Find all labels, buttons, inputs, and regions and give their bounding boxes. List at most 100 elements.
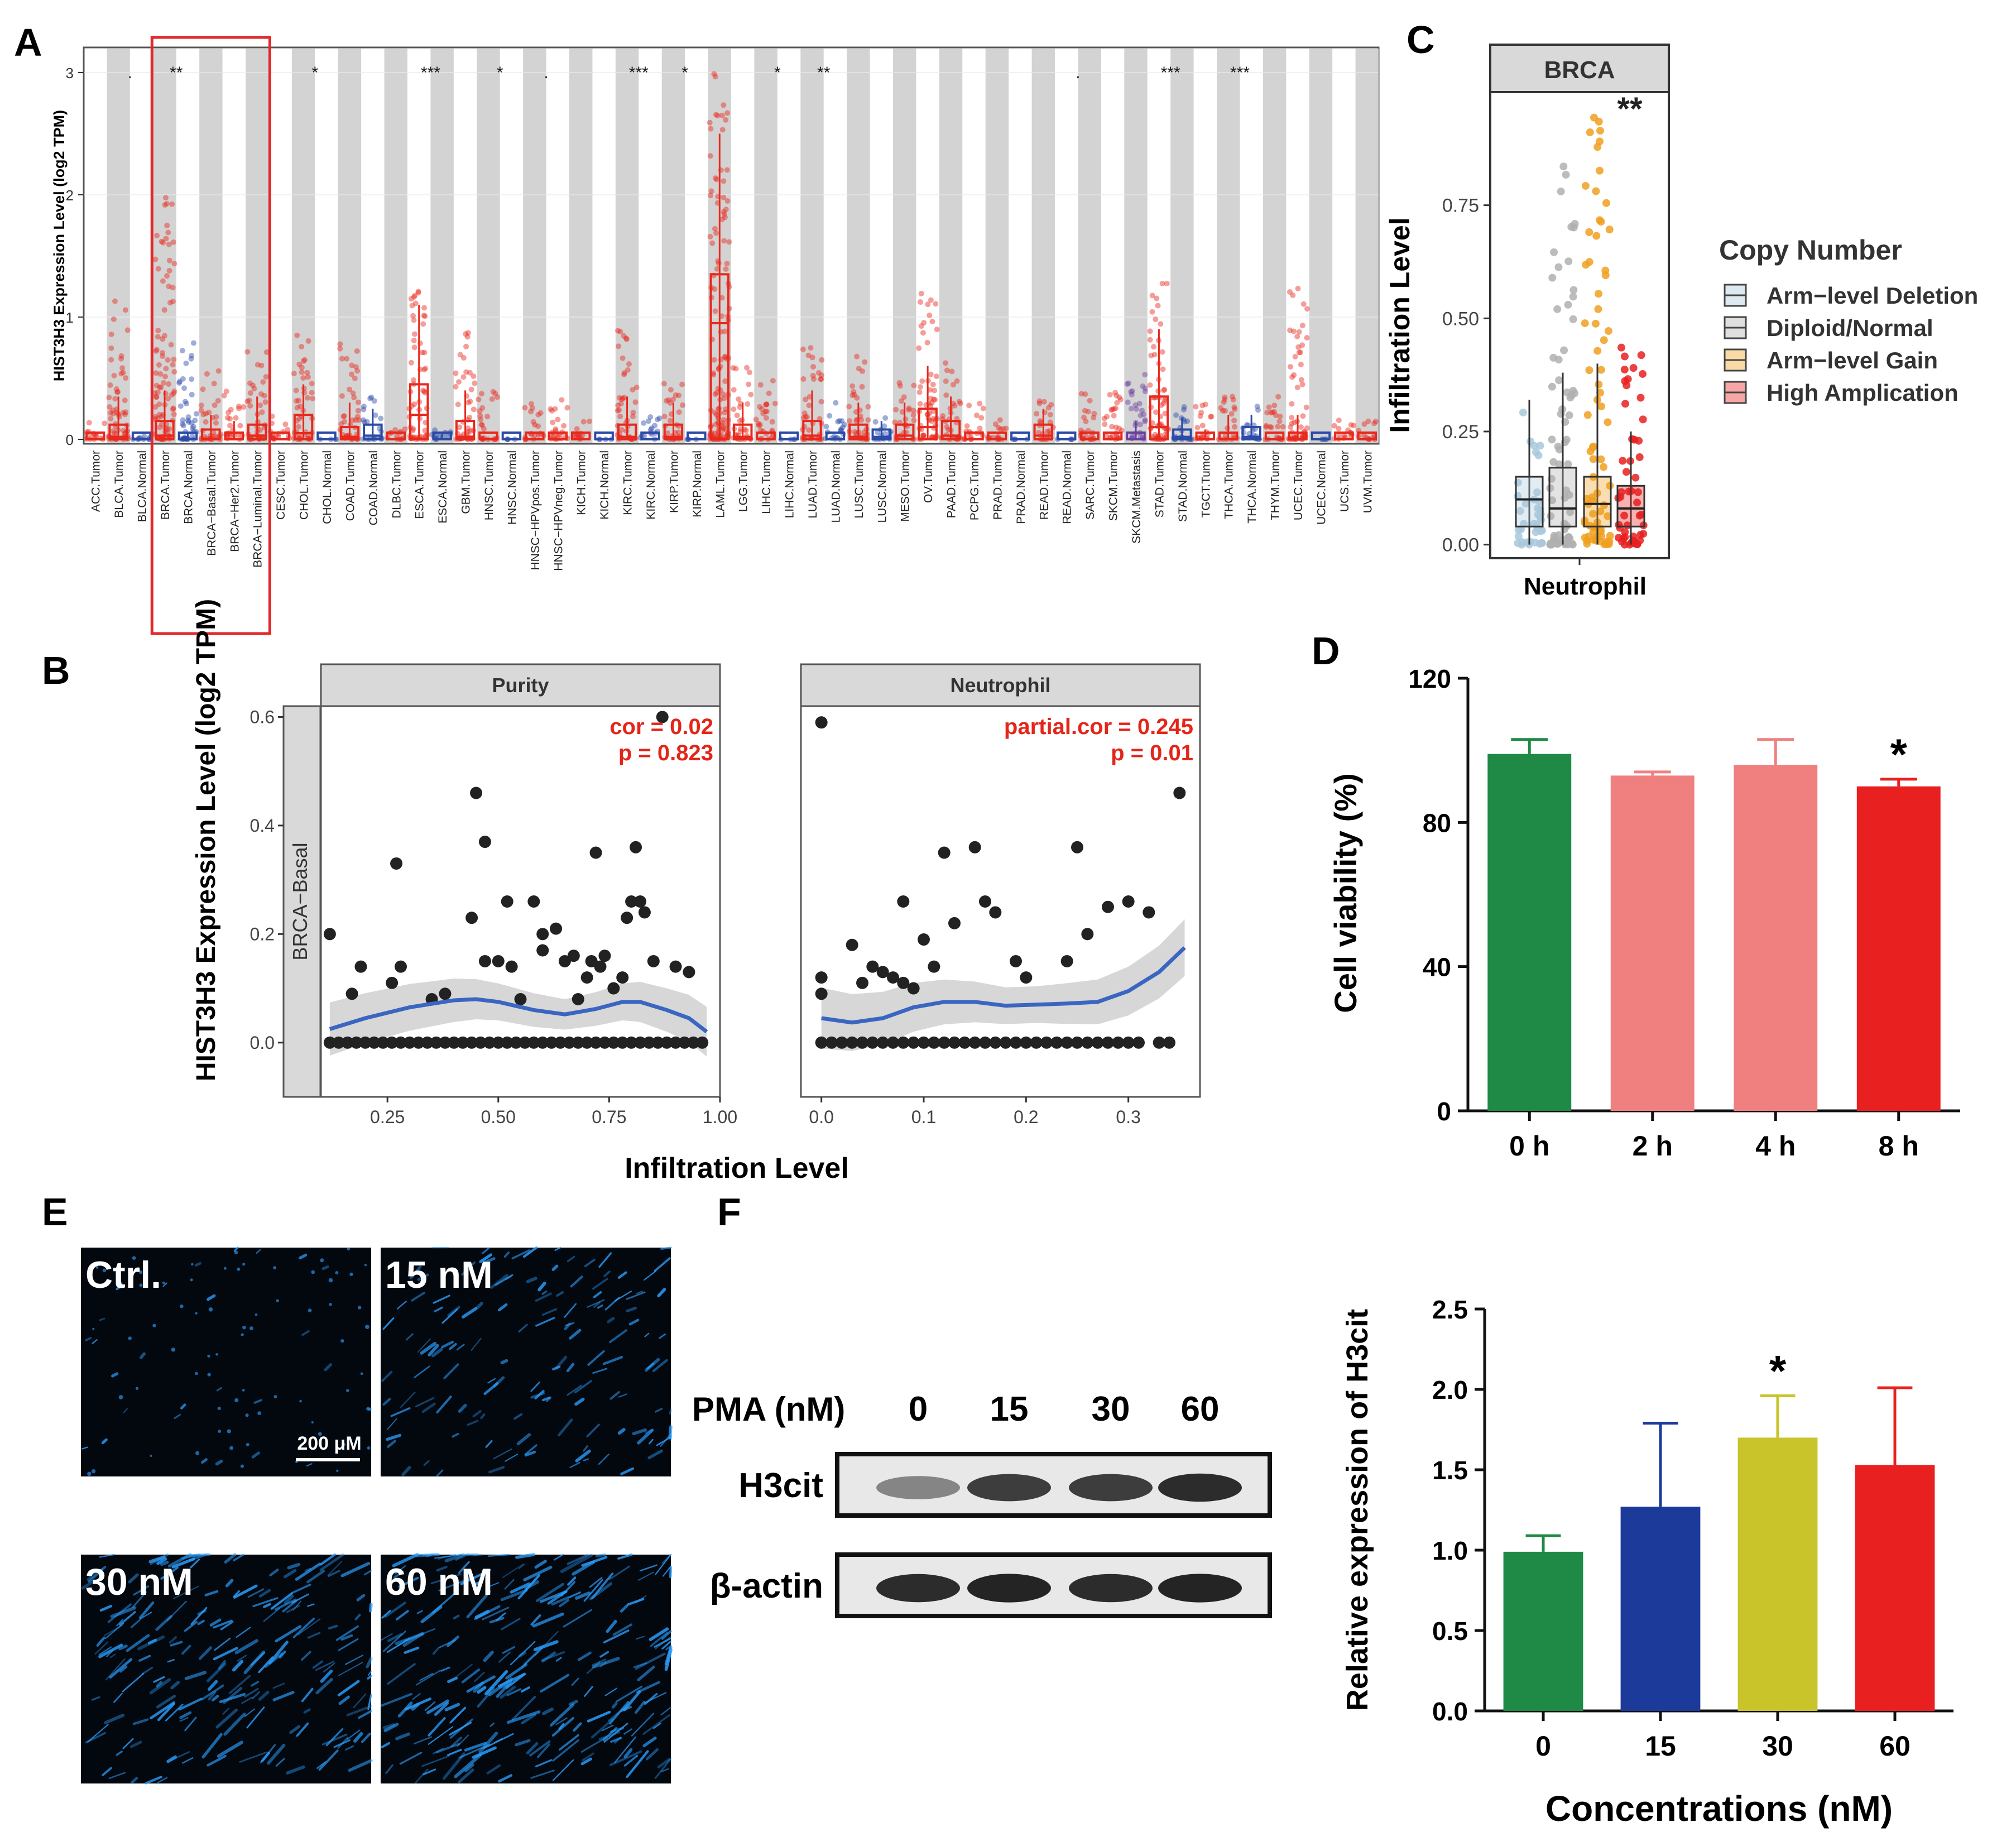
data-point xyxy=(180,417,186,423)
data-point xyxy=(997,417,1003,423)
data-point xyxy=(1585,258,1593,266)
data-point xyxy=(1597,366,1605,374)
data-point xyxy=(634,895,646,908)
fluorescent-dot xyxy=(245,1413,249,1417)
fluorescent-strand xyxy=(395,1732,411,1740)
fluorescent-strand xyxy=(301,1687,314,1703)
row-strip xyxy=(282,705,321,1098)
data-point xyxy=(724,198,731,204)
data-point xyxy=(1047,428,1053,434)
data-point xyxy=(106,395,112,401)
data-point xyxy=(938,846,951,859)
fluorescent-dot xyxy=(273,1395,277,1399)
significance-mark: * xyxy=(774,64,781,82)
fluorescent-strand xyxy=(496,1680,512,1698)
fluorescent-strand xyxy=(522,1246,538,1258)
data-point xyxy=(162,195,169,201)
data-point xyxy=(815,370,822,376)
fluorescent-strand xyxy=(599,1661,607,1668)
x-tick-label: THCA.Tumor xyxy=(1223,450,1236,519)
column-stripe xyxy=(1031,49,1055,443)
fluorescent-strand xyxy=(657,1758,671,1769)
data-point xyxy=(1549,458,1558,466)
data-point xyxy=(1154,295,1160,301)
box xyxy=(1548,467,1577,528)
data-point xyxy=(928,960,940,973)
data-point xyxy=(161,333,167,339)
data-point xyxy=(1548,496,1557,505)
data-point xyxy=(1162,410,1168,416)
fluorescent-strand xyxy=(207,1754,227,1767)
data-point xyxy=(1569,286,1578,294)
data-point xyxy=(1568,539,1576,548)
data-point xyxy=(1351,423,1357,429)
data-point xyxy=(724,261,730,267)
column-stripe xyxy=(800,49,824,443)
fluorescent-strand xyxy=(644,1270,656,1281)
fluorescent-strand xyxy=(253,1399,262,1404)
data-point xyxy=(184,401,190,407)
data-point xyxy=(861,429,867,435)
fluorescent-strand xyxy=(601,1724,614,1732)
fluorescent-strand xyxy=(415,1670,441,1686)
fluorescent-strand xyxy=(393,1570,404,1579)
data-point xyxy=(118,353,124,359)
x-tick-label: 0 xyxy=(1535,1730,1551,1762)
fluorescent-dot xyxy=(132,1256,136,1260)
fluorescent-dot xyxy=(218,1430,222,1433)
data-point xyxy=(1158,321,1164,327)
y-tick-label: 1 xyxy=(66,309,74,326)
data-point xyxy=(161,307,167,313)
data-point xyxy=(618,427,625,433)
fluorescent-strand xyxy=(510,1582,531,1594)
data-point xyxy=(337,341,343,347)
data-point xyxy=(1202,401,1208,407)
data-point xyxy=(156,424,162,430)
data-point xyxy=(411,401,417,407)
fluorescent-strand xyxy=(645,1748,659,1761)
data-point xyxy=(645,418,651,424)
fluorescent-strand xyxy=(597,1304,604,1309)
fluorescent-strand xyxy=(534,1389,545,1400)
fluorescent-strand xyxy=(301,1651,311,1661)
fluorescent-strand xyxy=(555,1355,568,1370)
data-point xyxy=(932,387,938,394)
data-point xyxy=(203,419,209,425)
data-point xyxy=(948,1036,961,1049)
data-point xyxy=(731,387,737,393)
data-point xyxy=(757,404,763,410)
data-point xyxy=(916,345,922,351)
fluorescent-strand xyxy=(489,1274,508,1289)
data-point xyxy=(719,427,726,433)
data-point xyxy=(1231,404,1237,410)
fluorescent-strand xyxy=(223,1713,246,1736)
data-point xyxy=(165,430,171,436)
fluorescent-strand xyxy=(505,1663,527,1680)
data-point xyxy=(1228,411,1235,417)
fluorescent-strand xyxy=(304,1567,311,1572)
fluorescent-strand xyxy=(567,1553,589,1565)
data-point xyxy=(536,1036,549,1049)
data-point xyxy=(1601,271,1610,280)
data-point xyxy=(341,413,347,419)
fluorescent-strand xyxy=(433,1294,450,1304)
data-point xyxy=(1060,1036,1073,1049)
fluorescent-strand xyxy=(382,1398,391,1406)
fluorescent-strand xyxy=(497,1672,526,1687)
data-point xyxy=(854,395,860,401)
fluorescent-strand xyxy=(228,1675,251,1695)
significance-mark: *** xyxy=(1161,64,1180,82)
data-point xyxy=(882,415,889,421)
data-point xyxy=(668,387,674,393)
fluorescent-strand xyxy=(447,1306,460,1317)
fluorescent-strand xyxy=(644,1332,650,1337)
data-point xyxy=(224,415,231,421)
fluorescent-strand xyxy=(476,1302,483,1310)
data-point xyxy=(958,1036,971,1049)
fluorescent-strand xyxy=(306,1570,325,1584)
fluorescent-strand xyxy=(604,1687,617,1696)
data-point xyxy=(455,401,461,407)
data-point xyxy=(1514,532,1523,540)
data-point xyxy=(1637,351,1645,359)
data-point xyxy=(223,389,229,395)
